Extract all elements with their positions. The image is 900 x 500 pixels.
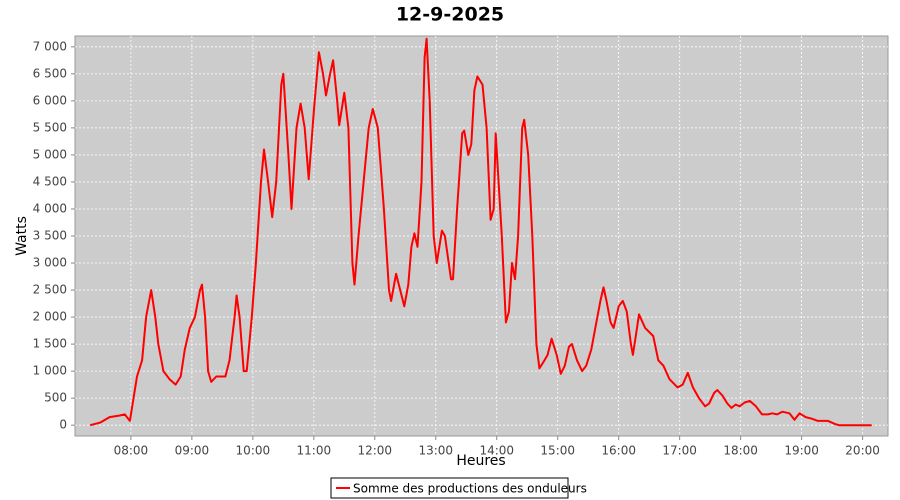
y-tick-label: 6 500: [33, 66, 67, 80]
y-tick-label: 4 000: [33, 201, 67, 215]
x-tick-label: 14:00: [479, 444, 514, 458]
y-tick-label: 1 000: [33, 364, 67, 378]
y-tick-label: 7 000: [33, 39, 67, 53]
y-tick-label: 3 500: [33, 229, 67, 243]
x-tick-label: 17:00: [662, 444, 697, 458]
x-tick-label: 20:00: [845, 444, 880, 458]
x-tick-label: 19:00: [784, 444, 819, 458]
y-tick-label: 3 000: [33, 256, 67, 270]
y-tick-label: 6 000: [33, 93, 67, 107]
y-tick-label: 5 500: [33, 120, 67, 134]
legend-label: Somme des productions des onduleurs: [353, 482, 587, 496]
x-tick-label: 16:00: [601, 444, 636, 458]
x-tick-label: 13:00: [418, 444, 453, 458]
y-tick-label: 500: [44, 391, 67, 405]
x-tick-label: 11:00: [297, 444, 332, 458]
y-tick-label: 1 500: [33, 337, 67, 351]
legend: Somme des productions des onduleurs: [330, 477, 587, 499]
x-tick-label: 10:00: [236, 444, 271, 458]
x-tick-label: 08:00: [114, 444, 149, 458]
x-axis-label: Heures: [456, 453, 505, 469]
chart-title: 12-9-2025: [396, 4, 504, 26]
x-tick-label: 18:00: [723, 444, 758, 458]
y-tick-label: 0: [59, 418, 67, 432]
y-tick-label: 2 000: [33, 310, 67, 324]
legend-box: [330, 477, 569, 499]
x-tick-label: 15:00: [540, 444, 575, 458]
x-tick-label: 09:00: [175, 444, 210, 458]
y-tick-label: 2 500: [33, 283, 67, 297]
x-tick-label: 12:00: [357, 444, 392, 458]
y-tick-label: 5 000: [33, 147, 67, 161]
series-line: [89, 37, 872, 427]
y-tick-label: 4 500: [33, 174, 67, 188]
y-axis-label: Watts: [14, 216, 30, 256]
